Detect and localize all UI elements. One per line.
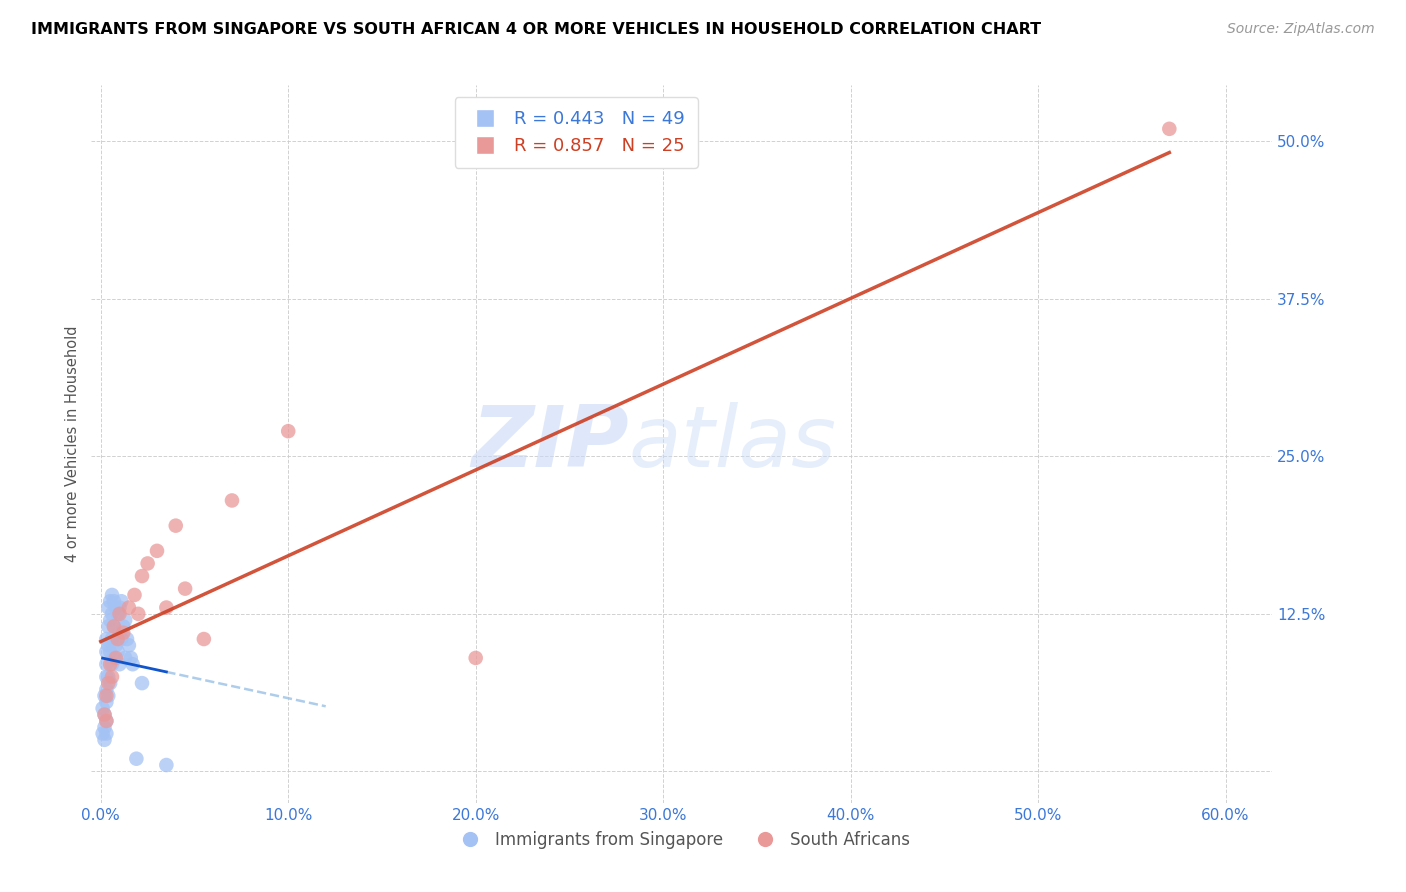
- Point: [136, 557, 159, 571]
- Point: [103, 619, 125, 633]
- Point: [112, 625, 135, 640]
- Point: [277, 424, 299, 438]
- Point: [97, 600, 120, 615]
- Point: [93, 707, 115, 722]
- Point: [97, 638, 120, 652]
- Point: [97, 689, 120, 703]
- Point: [114, 613, 136, 627]
- Point: [101, 588, 124, 602]
- Point: [96, 695, 118, 709]
- Point: [96, 726, 118, 740]
- Point: [114, 651, 136, 665]
- Point: [93, 732, 115, 747]
- Point: [104, 651, 127, 665]
- Point: [93, 720, 115, 734]
- Point: [103, 619, 125, 633]
- Text: atlas: atlas: [628, 402, 837, 485]
- Point: [125, 752, 148, 766]
- Point: [118, 600, 141, 615]
- Point: [112, 619, 135, 633]
- Point: [108, 657, 131, 672]
- Y-axis label: 4 or more Vehicles in Household: 4 or more Vehicles in Household: [65, 326, 80, 562]
- Point: [98, 657, 121, 672]
- Point: [97, 676, 120, 690]
- Point: [96, 657, 118, 672]
- Point: [96, 689, 118, 703]
- Point: [96, 645, 118, 659]
- Point: [103, 594, 125, 608]
- Point: [98, 645, 121, 659]
- Point: [1159, 121, 1181, 136]
- Point: [110, 632, 132, 646]
- Point: [121, 657, 143, 672]
- Point: [120, 651, 142, 665]
- Point: [108, 625, 131, 640]
- Point: [96, 714, 118, 728]
- Point: [174, 582, 197, 596]
- Point: [93, 689, 115, 703]
- Point: [107, 632, 129, 646]
- Point: [193, 632, 215, 646]
- Point: [91, 726, 114, 740]
- Point: [98, 594, 121, 608]
- Point: [93, 707, 115, 722]
- Point: [108, 607, 131, 621]
- Point: [104, 600, 127, 615]
- Point: [127, 607, 149, 621]
- Point: [91, 701, 114, 715]
- Point: [101, 657, 124, 672]
- Text: IMMIGRANTS FROM SINGAPORE VS SOUTH AFRICAN 4 OR MORE VEHICLES IN HOUSEHOLD CORRE: IMMIGRANTS FROM SINGAPORE VS SOUTH AFRIC…: [31, 22, 1040, 37]
- Point: [98, 676, 121, 690]
- Point: [118, 638, 141, 652]
- Point: [107, 645, 129, 659]
- Point: [155, 600, 177, 615]
- Point: [101, 670, 124, 684]
- Point: [131, 676, 153, 690]
- Point: [96, 682, 118, 697]
- Point: [115, 632, 138, 646]
- Point: [97, 670, 120, 684]
- Point: [124, 588, 146, 602]
- Point: [131, 569, 153, 583]
- Point: [146, 544, 169, 558]
- Point: [101, 607, 124, 621]
- Point: [107, 607, 129, 621]
- Legend: Immigrants from Singapore, South Africans: Immigrants from Singapore, South African…: [447, 824, 917, 855]
- Text: ZIP: ZIP: [471, 402, 628, 485]
- Point: [104, 638, 127, 652]
- Point: [96, 670, 118, 684]
- Point: [165, 518, 187, 533]
- Point: [96, 714, 118, 728]
- Point: [155, 758, 177, 772]
- Point: [97, 619, 120, 633]
- Text: Source: ZipAtlas.com: Source: ZipAtlas.com: [1227, 22, 1375, 37]
- Point: [98, 613, 121, 627]
- Point: [221, 493, 243, 508]
- Point: [96, 632, 118, 646]
- Point: [108, 600, 131, 615]
- Point: [103, 651, 125, 665]
- Point: [110, 594, 132, 608]
- Point: [464, 651, 486, 665]
- Point: [101, 632, 124, 646]
